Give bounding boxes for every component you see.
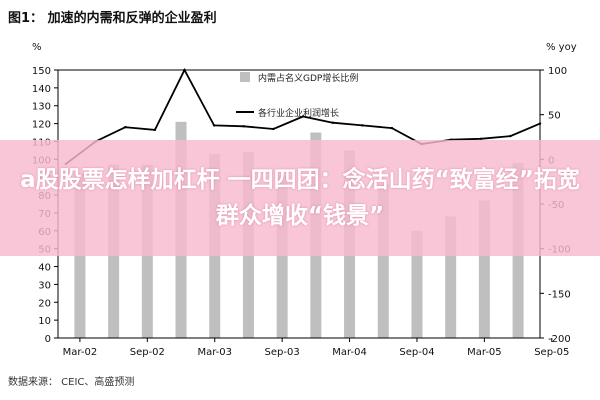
bar xyxy=(377,184,389,338)
profit-growth-point xyxy=(153,128,157,132)
left-axis-tick-label: 140 xyxy=(32,84,51,95)
profit-growth-point xyxy=(124,125,127,129)
legend-label-profit-growth: 各行业企业利润增长 xyxy=(258,107,339,119)
left-axis-tick-label: 120 xyxy=(32,120,51,131)
promo-overlay-banner: a股股票怎样加杠杆 一四四团：念活山药“致富经”拓宽群众增收“钱景” xyxy=(0,140,600,256)
legend-label-domestic-demand: 内需占名义GDP增长比例 xyxy=(258,72,358,84)
x-axis-tick-label: Sep-02 xyxy=(130,347,165,358)
bar xyxy=(411,230,423,338)
left-axis-tick-label: 0 xyxy=(45,334,51,345)
profit-growth-point xyxy=(331,121,334,124)
right-axis-tick-label: 50 xyxy=(548,111,561,122)
x-axis-tick-label: Mar-04 xyxy=(332,347,367,358)
left-axis-tick-label: 150 xyxy=(32,66,51,77)
promo-overlay-text: a股股票怎样加杠杆 一四四团：念活山药“致富经”拓宽群众增收“钱景” xyxy=(20,167,580,229)
profit-growth-point xyxy=(212,124,216,127)
profit-growth-point xyxy=(301,115,305,118)
x-axis-tick-label: Mar-03 xyxy=(197,347,232,358)
profit-growth-point xyxy=(479,137,482,140)
left-axis-tick-label: 10 xyxy=(38,316,51,327)
x-axis-tick-label: Mar-05 xyxy=(467,347,502,358)
profit-growth-point xyxy=(242,125,245,128)
x-axis-tick-label: Sep-03 xyxy=(265,347,300,358)
right-axis-tick-label: 100 xyxy=(548,66,567,77)
x-axis-tick-label: Mar-02 xyxy=(63,347,98,358)
left-axis-tick-label: 30 xyxy=(38,280,51,291)
bar xyxy=(276,175,288,338)
chart-source: 数据来源： CEIC、高盛预测 xyxy=(8,375,134,388)
left-axis-unit: % xyxy=(32,42,42,53)
legend-swatch-domestic-demand xyxy=(240,72,250,82)
x-axis-tick-label: Sep-04 xyxy=(399,347,434,358)
x-axis-tick-label: Sep-05 xyxy=(534,347,569,358)
profit-growth-point xyxy=(509,134,512,138)
right-axis-tick-label: -200 xyxy=(548,334,571,345)
bar xyxy=(445,216,457,338)
left-axis-tick-label: 40 xyxy=(38,263,51,274)
right-axis-tick-label: -150 xyxy=(548,289,571,300)
profit-growth-point xyxy=(390,126,394,130)
left-axis-tick-label: 20 xyxy=(38,298,51,309)
chart-title: 图1： 加速的内需和反弹的企业盈利 xyxy=(8,10,217,26)
bar xyxy=(478,200,490,338)
right-axis-unit: % yoy xyxy=(546,42,577,53)
profit-growth-point xyxy=(272,127,275,131)
profit-growth-point xyxy=(361,124,364,127)
left-axis-tick-label: 130 xyxy=(32,102,51,113)
